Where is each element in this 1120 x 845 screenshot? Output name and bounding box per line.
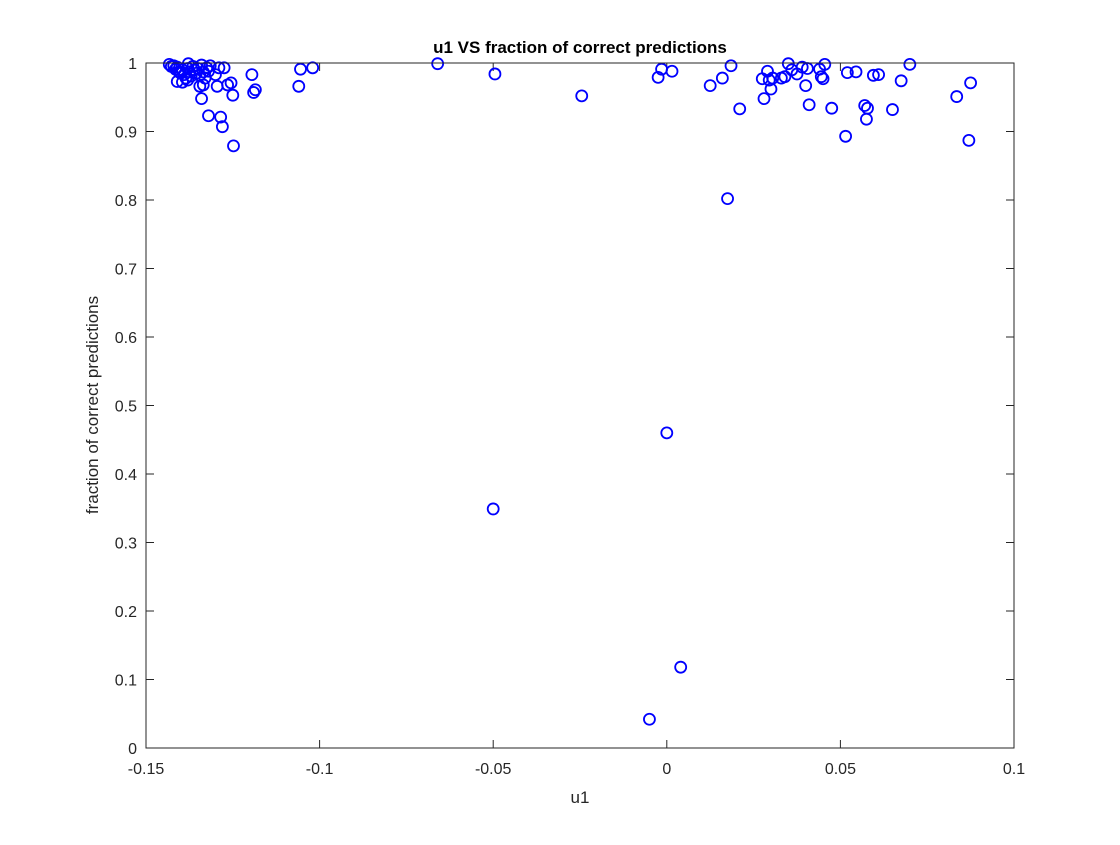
y-tick-label: 0.9 xyxy=(115,125,137,142)
data-point xyxy=(724,59,738,73)
data-point xyxy=(227,139,240,153)
data-point xyxy=(195,92,208,106)
data-point xyxy=(840,66,854,79)
data-point xyxy=(766,71,780,85)
data-point xyxy=(757,92,771,106)
data-point xyxy=(886,103,899,116)
data-point xyxy=(950,90,964,103)
data-point xyxy=(224,76,238,90)
data-point xyxy=(721,192,734,206)
y-tick-label: 1 xyxy=(128,56,137,73)
y-tick-label: 0.6 xyxy=(115,330,137,347)
data-point xyxy=(215,120,229,134)
chart-title: u1 VS fraction of correct predictions xyxy=(433,38,727,57)
data-point xyxy=(861,101,874,115)
data-points xyxy=(162,57,977,726)
y-tick-label: 0.1 xyxy=(115,673,137,690)
data-point xyxy=(665,64,679,78)
data-point xyxy=(214,110,228,124)
data-point xyxy=(964,76,977,90)
data-point xyxy=(814,70,828,84)
x-tick-label: -0.1 xyxy=(306,761,334,778)
data-point xyxy=(294,62,307,76)
data-point xyxy=(733,102,747,116)
y-tick-label: 0.7 xyxy=(115,262,137,279)
data-point xyxy=(872,68,885,82)
data-point xyxy=(431,57,445,71)
y-tick-label: 0.3 xyxy=(115,536,137,553)
data-point xyxy=(795,60,809,74)
data-point xyxy=(488,67,502,81)
data-point xyxy=(818,57,832,71)
data-point xyxy=(196,78,210,92)
x-tick-label: -0.05 xyxy=(475,761,512,778)
data-point xyxy=(816,72,830,86)
data-point xyxy=(903,57,917,71)
data-point xyxy=(202,109,215,123)
data-point xyxy=(245,68,259,82)
data-point xyxy=(575,89,589,103)
data-point xyxy=(674,660,688,674)
data-point xyxy=(660,426,674,440)
data-point xyxy=(799,79,813,93)
x-tick-label: -0.15 xyxy=(128,761,165,778)
data-point xyxy=(825,101,839,115)
data-point xyxy=(894,74,908,88)
data-point xyxy=(778,70,792,84)
x-tick-label: 0.1 xyxy=(1003,761,1025,778)
data-point xyxy=(849,65,863,79)
data-point xyxy=(248,83,262,97)
data-point xyxy=(858,99,872,112)
plot-area xyxy=(146,63,1014,748)
y-tick-label: 0 xyxy=(128,741,137,758)
data-point xyxy=(217,61,231,75)
data-point xyxy=(839,129,853,143)
data-point xyxy=(802,98,816,112)
data-point xyxy=(715,71,729,85)
data-point xyxy=(212,61,226,75)
y-tick-label: 0.4 xyxy=(115,467,137,484)
x-axis-title: u1 xyxy=(571,788,590,807)
y-tick-label: 0.5 xyxy=(115,399,137,416)
data-point xyxy=(781,57,795,71)
data-point xyxy=(486,502,500,516)
data-point xyxy=(643,712,656,726)
data-point xyxy=(703,79,717,93)
data-point xyxy=(651,70,665,84)
data-point xyxy=(962,134,976,147)
x-tick-label: 0.05 xyxy=(825,761,856,778)
y-tick-label: 0.2 xyxy=(115,604,137,621)
data-point xyxy=(226,88,240,102)
axes-box xyxy=(145,62,1015,749)
data-point xyxy=(866,68,880,82)
x-tick-label: 0 xyxy=(662,761,671,778)
data-point xyxy=(292,79,306,93)
data-point xyxy=(181,73,195,87)
data-point xyxy=(306,61,320,75)
tick-labels: -0.15 -0.1 -0.05 0 0.05 0.1 0 0.1 0.2 0.3 0.4 0.5 0.… xyxy=(115,56,1025,778)
y-tick-label: 0.8 xyxy=(115,193,137,210)
y-axis-title: fraction of correct predictions xyxy=(83,296,102,514)
